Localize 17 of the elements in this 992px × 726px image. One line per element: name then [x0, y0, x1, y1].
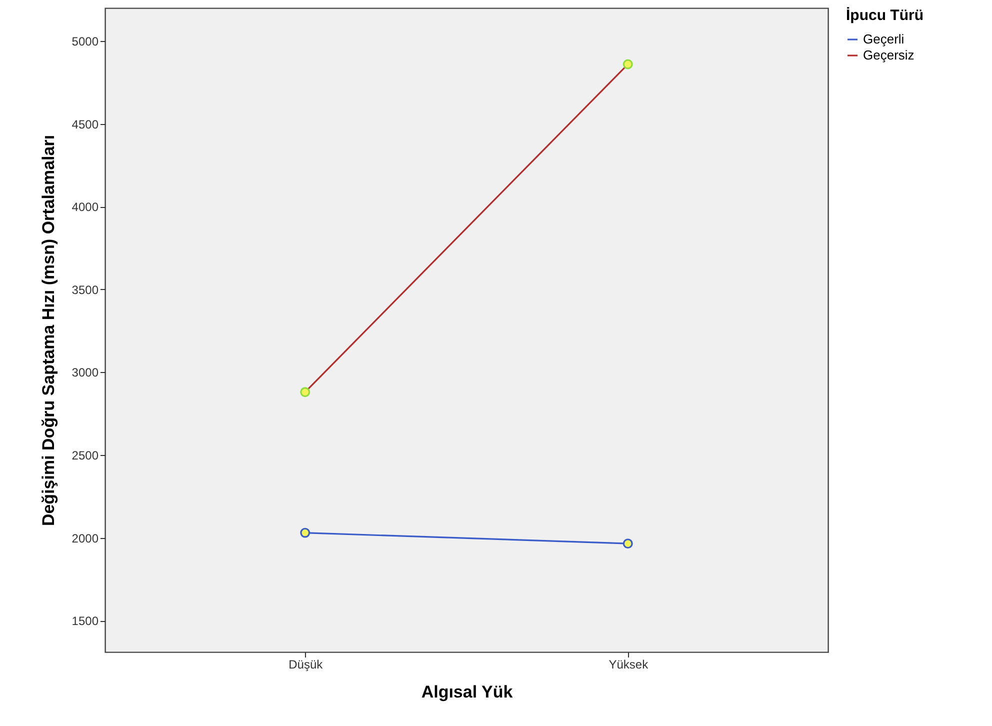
- y-tick-label: 3000: [72, 366, 99, 380]
- y-tick-label: 5000: [72, 34, 99, 49]
- legend-title: İpucu Türü: [846, 7, 924, 24]
- y-tick-label: 2500: [72, 448, 99, 462]
- y-tick-label: 2000: [72, 531, 99, 546]
- point: [622, 538, 633, 549]
- y-tick-label: 4500: [72, 117, 99, 132]
- x-tick-label: Yüksek: [608, 658, 650, 672]
- y-axis-title: Değişimi Doğru Saptama Hızı (msn) Ortalamaları: [38, 134, 58, 526]
- legend-label: Geçersiz: [863, 48, 914, 62]
- point: [300, 528, 310, 538]
- x-axis-title: Algısal Yük: [421, 682, 514, 702]
- y-tick-label: 4000: [72, 200, 99, 214]
- y-tick-label: 3500: [72, 282, 99, 297]
- x-tick-label: Düşük: [288, 658, 324, 672]
- legend-label: Geçerli: [863, 32, 904, 46]
- y-tick-label: 1500: [72, 614, 99, 628]
